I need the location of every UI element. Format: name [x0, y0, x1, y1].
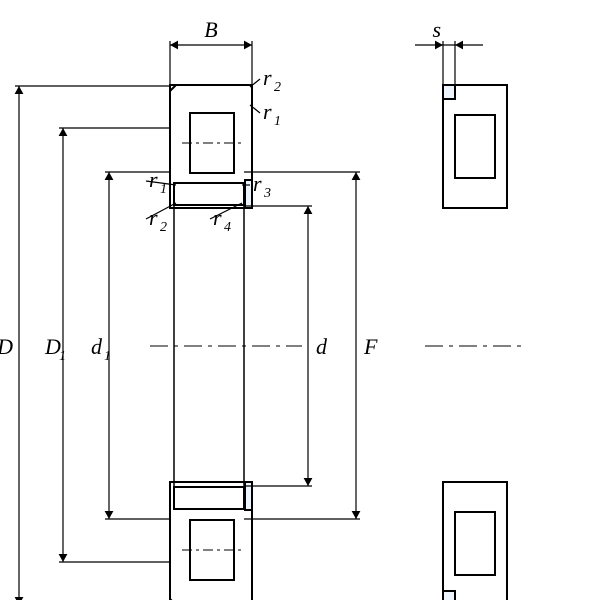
svg-text:r: r	[263, 99, 272, 124]
dimensions: BsDD1d1dFr2r1r1r2r3r4	[0, 17, 483, 600]
svg-text:r: r	[253, 171, 262, 196]
svg-text:1: 1	[274, 114, 281, 129]
svg-text:3: 3	[263, 186, 271, 201]
svg-text:r: r	[149, 205, 158, 230]
right-view	[425, 85, 525, 600]
bearing-diagram: BsDD1d1dFr2r1r1r2r3r4	[0, 0, 600, 600]
svg-text:2: 2	[274, 80, 281, 95]
svg-text:2: 2	[160, 220, 167, 235]
svg-text:d: d	[91, 334, 103, 359]
svg-text:d: d	[316, 334, 328, 359]
svg-text:D: D	[0, 334, 13, 359]
svg-text:F: F	[363, 334, 378, 359]
svg-text:s: s	[432, 17, 441, 42]
left-view	[150, 85, 302, 600]
svg-text:1: 1	[59, 349, 66, 364]
svg-text:r: r	[263, 65, 272, 90]
svg-text:4: 4	[224, 220, 231, 235]
svg-text:r: r	[149, 167, 158, 192]
svg-text:B: B	[204, 17, 217, 42]
svg-text:1: 1	[160, 182, 167, 197]
svg-text:r: r	[213, 205, 222, 230]
svg-text:1: 1	[104, 349, 111, 364]
